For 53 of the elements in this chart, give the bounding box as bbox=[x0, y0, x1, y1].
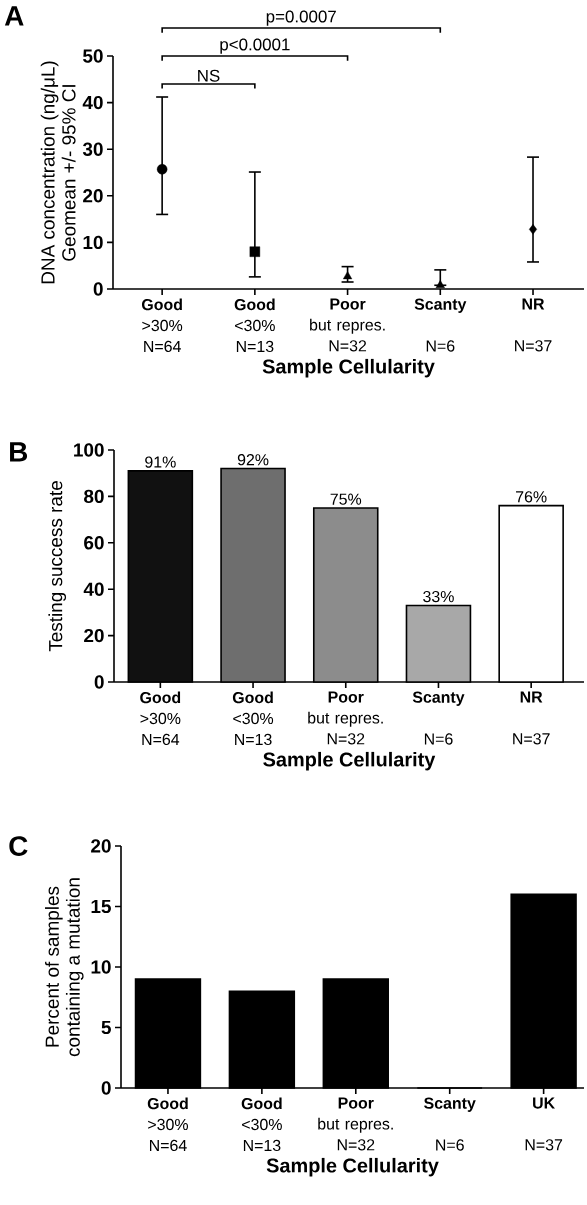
y-tick-label: 30 bbox=[82, 142, 103, 156]
y-tick-label: 10 bbox=[83, 235, 103, 250]
y-axis-title: Percent of samples containing a mutation bbox=[45, 878, 84, 1057]
y-tick-label: 5 bbox=[101, 1020, 111, 1035]
y-tick-label: 20 bbox=[84, 628, 104, 643]
chart-title: C bbox=[9, 836, 28, 856]
x-axis-title: Sample Cellularity bbox=[266, 1157, 439, 1177]
y-tick-label: 40 bbox=[82, 95, 103, 110]
x-tick-label: Good <30% N=13 bbox=[241, 1097, 282, 1152]
y-tick-label: 0 bbox=[94, 675, 104, 689]
category-label: Scanty N=6 bbox=[424, 1097, 476, 1151]
data-label: 91% bbox=[145, 456, 176, 468]
x-tick-label: Poor but repres. N=32 bbox=[310, 298, 385, 352]
x-tick-label: Good >30% N=64 bbox=[140, 691, 181, 746]
category-label: Scanty N=6 bbox=[414, 298, 467, 352]
chart-title: B bbox=[10, 442, 28, 462]
data-label: 75% bbox=[330, 493, 362, 505]
text: p=0.0007 bbox=[266, 10, 336, 26]
y-tick-label: 40 bbox=[83, 582, 104, 596]
y-tick-label: 0 bbox=[93, 282, 103, 296]
y-tick-label: 100 bbox=[74, 443, 104, 457]
y-tick-label: 15 bbox=[91, 899, 111, 914]
x-axis-title: Sample Cellularity bbox=[262, 358, 435, 378]
y-tick-label: 80 bbox=[84, 489, 104, 504]
x-tick-label: Good >30% N=64 bbox=[142, 298, 183, 353]
data-label: 76% bbox=[516, 491, 547, 503]
category-label: UK N=37 bbox=[525, 1097, 563, 1151]
y-tick-label: 0 bbox=[101, 1081, 111, 1095]
x-axis-title: Sample Cellularity bbox=[263, 751, 436, 771]
data-label: 33% bbox=[423, 590, 454, 603]
x-tick-label: Poor but repres. N=32 bbox=[308, 691, 383, 745]
category-label: NR N=37 bbox=[513, 691, 550, 745]
y-tick-label: 10 bbox=[91, 960, 111, 974]
point bbox=[156, 164, 168, 175]
data-label: 92% bbox=[237, 454, 269, 466]
y-tick-label: 60 bbox=[84, 536, 104, 550]
category-label: Scanty N=6 bbox=[412, 691, 465, 745]
point bbox=[529, 224, 537, 235]
point bbox=[249, 246, 261, 257]
y-tick-label: 20 bbox=[83, 189, 103, 203]
text: p<0.0001 bbox=[220, 38, 290, 54]
chart-title: A bbox=[4, 6, 24, 26]
y-tick-label: 50 bbox=[83, 49, 103, 63]
x-tick-label: Good >30% N=64 bbox=[147, 1097, 189, 1152]
x-tick-label: Good <30% N=13 bbox=[234, 298, 275, 353]
category-label: NR N=37 bbox=[515, 298, 552, 352]
point bbox=[435, 280, 445, 288]
x-tick-label: Good <30% N=13 bbox=[232, 691, 274, 746]
annotation: NS bbox=[198, 69, 220, 82]
y-tick-label: 20 bbox=[91, 839, 111, 853]
y-axis-title: DNA concentration (ng/μL) Geomean +/- 95% CI bbox=[40, 61, 76, 284]
y-axis-title: Testing success rate bbox=[48, 481, 67, 652]
x-tick-label: Poor but repres. N=32 bbox=[318, 1097, 393, 1151]
